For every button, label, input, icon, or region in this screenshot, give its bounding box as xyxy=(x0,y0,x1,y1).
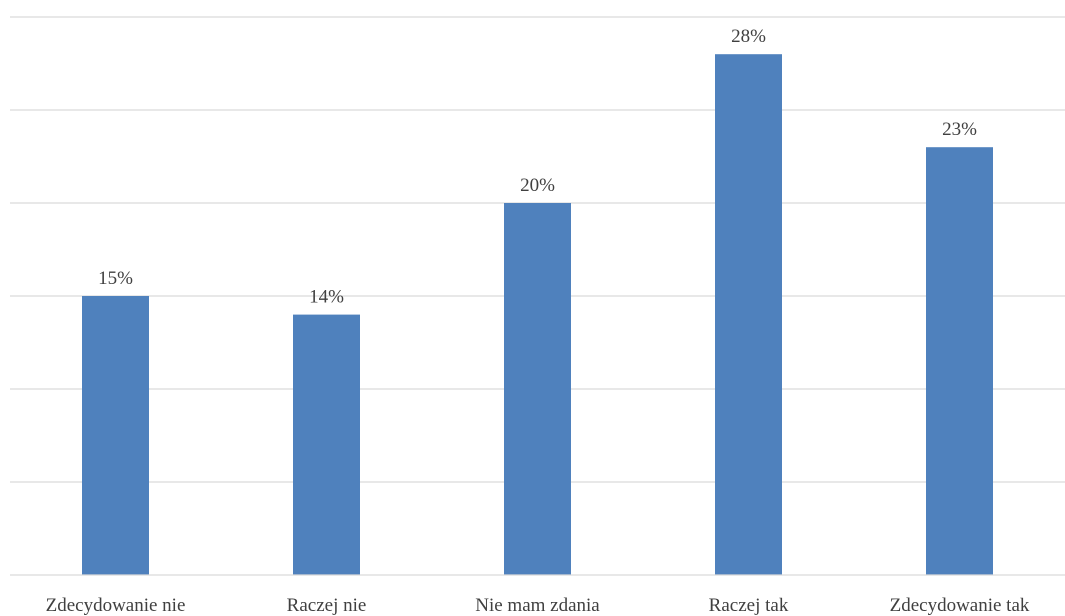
category-label: Zdecydowanie tak xyxy=(890,595,1030,616)
data-label: 28% xyxy=(731,26,766,47)
category-labels: Zdecydowanie nie Raczej nie Nie mam zdania… xyxy=(46,595,1030,616)
data-label: 14% xyxy=(309,287,344,308)
bar xyxy=(715,54,782,575)
bar xyxy=(926,147,993,575)
bar xyxy=(293,314,360,575)
data-label: 23% xyxy=(942,119,977,140)
category-label: Nie mam zdania xyxy=(475,595,600,616)
data-label: 15% xyxy=(98,268,133,289)
category-label: Raczej tak xyxy=(709,595,789,616)
data-labels: 15% 14% 20% 28% 23% xyxy=(98,26,977,307)
bar xyxy=(504,203,571,575)
data-label: 20% xyxy=(520,175,555,196)
category-label: Zdecydowanie nie xyxy=(46,595,186,616)
bars xyxy=(82,54,993,575)
bar xyxy=(82,296,149,575)
category-label: Raczej nie xyxy=(287,595,367,616)
